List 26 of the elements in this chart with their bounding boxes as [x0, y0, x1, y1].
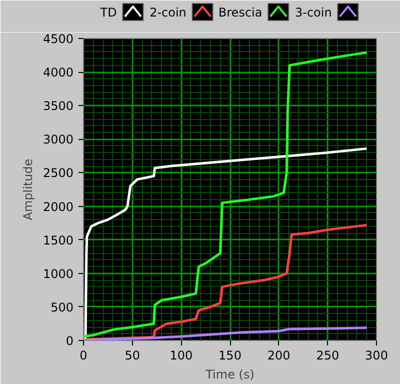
y-tick-label: 500 — [50, 300, 74, 314]
y-tick-label: 0 — [66, 334, 74, 348]
x-axis-title: Time (s) — [204, 368, 254, 382]
y-tick-label: 2500 — [42, 166, 74, 180]
y-axis-title: Amplitude — [20, 158, 35, 220]
x-tick-label: 0 — [80, 348, 88, 362]
y-tick-label: 4500 — [42, 32, 74, 46]
y-tick-label: 4000 — [42, 66, 74, 80]
x-tick-label: 200 — [267, 348, 290, 362]
x-tick-label: 150 — [218, 348, 242, 362]
x-tick-label: 50 — [124, 348, 140, 362]
y-tick-label: 3500 — [42, 99, 74, 114]
x-tick-label: 300 — [365, 348, 388, 362]
y-tick-label: 2000 — [42, 200, 74, 214]
legend-label: 2-coin — [150, 6, 186, 20]
y-tick-label: 1000 — [42, 266, 74, 281]
x-tick-label: 100 — [170, 348, 193, 362]
line-series — [84, 51, 368, 338]
x-tick-label: 250 — [316, 348, 340, 362]
line-series — [84, 147, 368, 340]
line-series — [84, 326, 368, 340]
legend-label: Brescia — [218, 6, 262, 20]
legend-label: TD — [99, 6, 117, 20]
y-tick-label: 3000 — [42, 132, 74, 147]
legend-label: 3-coin — [294, 6, 332, 20]
y-tick-label: 1500 — [42, 233, 74, 248]
